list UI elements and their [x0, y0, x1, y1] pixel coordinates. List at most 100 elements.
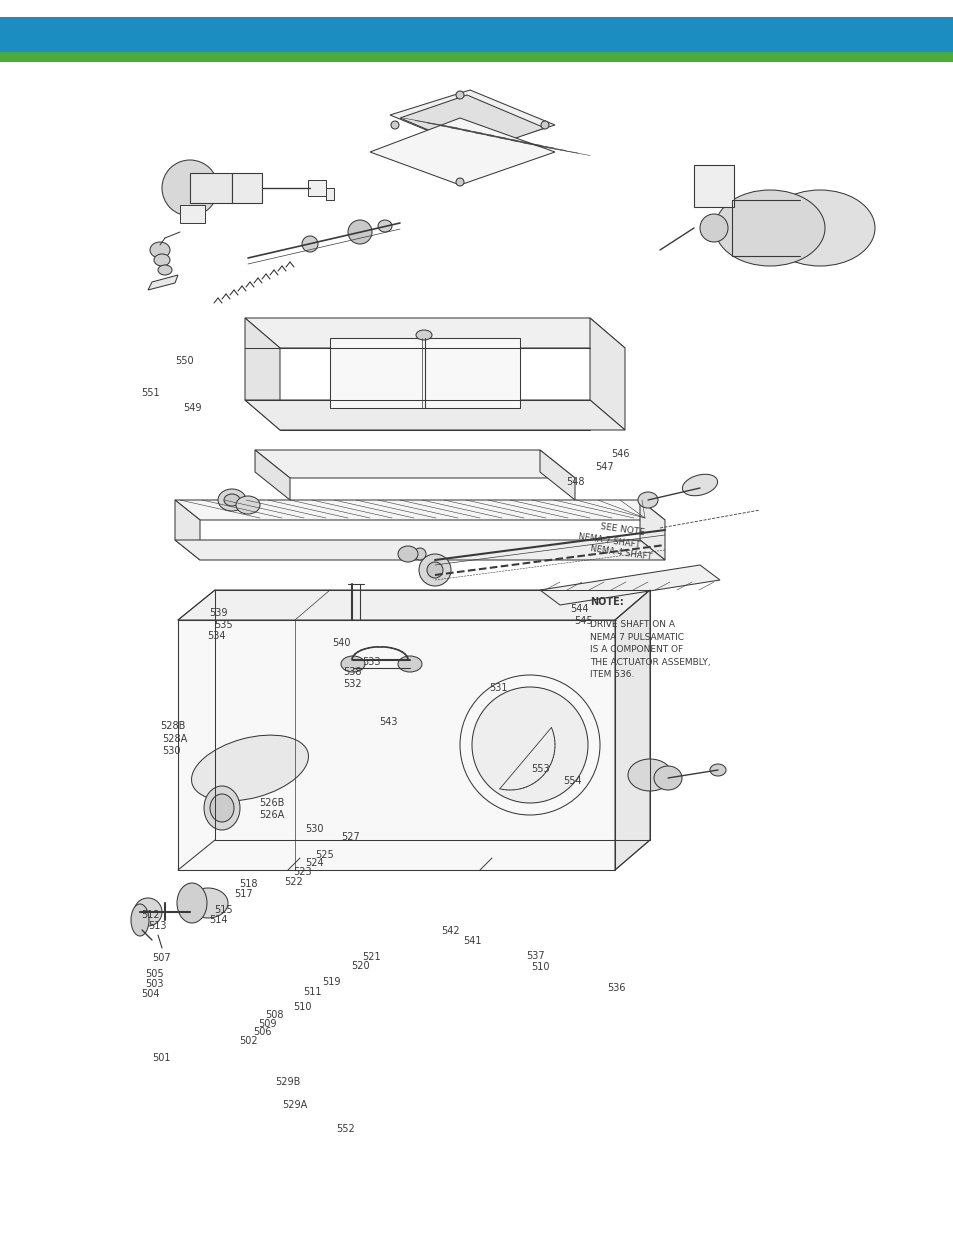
Bar	[0, 17, 953, 56]
Ellipse shape	[340, 656, 365, 672]
Polygon shape	[370, 119, 555, 185]
Text: SEE NOTE: SEE NOTE	[599, 522, 645, 537]
Text: 509: 509	[258, 1019, 276, 1029]
Text: 523: 523	[293, 867, 312, 877]
Text: 503: 503	[145, 979, 163, 989]
Text: 540: 540	[332, 638, 350, 648]
Text: 549: 549	[183, 403, 201, 412]
Polygon shape	[245, 317, 624, 348]
Ellipse shape	[654, 766, 681, 790]
Ellipse shape	[158, 266, 172, 275]
Polygon shape	[539, 450, 575, 500]
Text: 521: 521	[362, 952, 381, 962]
Text: 502: 502	[239, 1036, 258, 1046]
Ellipse shape	[397, 656, 421, 672]
Text: 529B: 529B	[274, 1077, 300, 1087]
Text: 528A: 528A	[162, 734, 187, 743]
Ellipse shape	[377, 220, 392, 232]
Polygon shape	[245, 400, 624, 430]
Text: 506: 506	[253, 1028, 271, 1037]
Ellipse shape	[416, 330, 432, 340]
Text: 538: 538	[343, 667, 361, 677]
Text: 517: 517	[233, 889, 253, 899]
Text: 510: 510	[293, 1002, 311, 1011]
Text: 545: 545	[574, 616, 593, 626]
Text: DRIVE SHAFT ON A
NEMA 7 PULSAMATIC
IS A COMPONENT OF
THE ACTUATOR ASSEMBLY,
ITEM: DRIVE SHAFT ON A NEMA 7 PULSAMATIC IS A …	[589, 620, 710, 679]
Polygon shape	[589, 317, 624, 430]
Text: 508: 508	[265, 1010, 283, 1020]
Text: 525: 525	[314, 850, 334, 860]
Polygon shape	[539, 564, 720, 605]
Text: 526A: 526A	[259, 810, 284, 820]
Polygon shape	[390, 90, 555, 149]
Ellipse shape	[391, 121, 398, 128]
Text: 552: 552	[335, 1124, 355, 1135]
Ellipse shape	[204, 785, 240, 830]
Ellipse shape	[218, 489, 246, 511]
Text: 519: 519	[322, 977, 340, 987]
Text: 534: 534	[207, 631, 225, 641]
Text: 531: 531	[489, 683, 507, 693]
Ellipse shape	[131, 904, 149, 936]
Ellipse shape	[348, 220, 372, 245]
Polygon shape	[330, 338, 519, 408]
Ellipse shape	[627, 760, 671, 790]
Ellipse shape	[153, 254, 170, 266]
Ellipse shape	[133, 898, 162, 926]
Polygon shape	[639, 500, 664, 559]
Text: 535: 535	[213, 620, 233, 630]
Bar	[693, 165, 733, 207]
Bar	[232, 173, 262, 203]
Ellipse shape	[414, 548, 426, 559]
Bar	[308, 180, 326, 196]
Ellipse shape	[456, 178, 463, 186]
Text: 532: 532	[343, 679, 362, 689]
Text: 543: 543	[378, 718, 396, 727]
Text: 537: 537	[526, 951, 545, 961]
Text: 524: 524	[305, 858, 324, 868]
Polygon shape	[178, 590, 649, 620]
Polygon shape	[245, 317, 280, 430]
Ellipse shape	[540, 121, 548, 128]
Ellipse shape	[714, 190, 824, 266]
Ellipse shape	[427, 562, 442, 578]
Text: NEMA 7 SHAFT: NEMA 7 SHAFT	[578, 532, 640, 550]
Text: 533: 533	[362, 657, 380, 667]
Ellipse shape	[224, 494, 240, 506]
Ellipse shape	[709, 764, 725, 776]
Text: 505: 505	[145, 969, 164, 979]
Polygon shape	[178, 620, 615, 869]
Text: 551: 551	[141, 388, 160, 398]
Polygon shape	[174, 540, 664, 559]
Text: 546: 546	[611, 450, 629, 459]
Text: 554: 554	[562, 776, 581, 785]
Text: 507: 507	[152, 953, 172, 963]
Text: 548: 548	[566, 477, 584, 487]
Ellipse shape	[638, 492, 658, 508]
Text: 553: 553	[531, 764, 550, 774]
Bar	[190, 173, 232, 203]
Text: NEMA 4 SHAFT: NEMA 4 SHAFT	[589, 545, 652, 562]
Polygon shape	[254, 450, 575, 478]
Text: 512: 512	[141, 910, 160, 920]
Text: 513: 513	[148, 921, 166, 931]
Text: 514: 514	[209, 915, 227, 925]
Ellipse shape	[188, 888, 228, 918]
Text: 501: 501	[152, 1053, 171, 1063]
Text: 504: 504	[141, 989, 159, 999]
Text: 550: 550	[175, 356, 194, 366]
Text: 530: 530	[305, 824, 323, 834]
Bar	[180, 205, 205, 224]
Ellipse shape	[302, 236, 317, 252]
Text: 536: 536	[606, 983, 624, 993]
Text: 522: 522	[284, 877, 303, 887]
Text: 544: 544	[570, 604, 588, 614]
Ellipse shape	[700, 214, 727, 242]
Text: 510: 510	[531, 962, 549, 972]
Ellipse shape	[472, 687, 587, 803]
Text: 539: 539	[209, 608, 227, 618]
Text: 529A: 529A	[282, 1100, 307, 1110]
Ellipse shape	[150, 242, 170, 258]
Polygon shape	[399, 95, 544, 151]
Text: 518: 518	[239, 879, 257, 889]
